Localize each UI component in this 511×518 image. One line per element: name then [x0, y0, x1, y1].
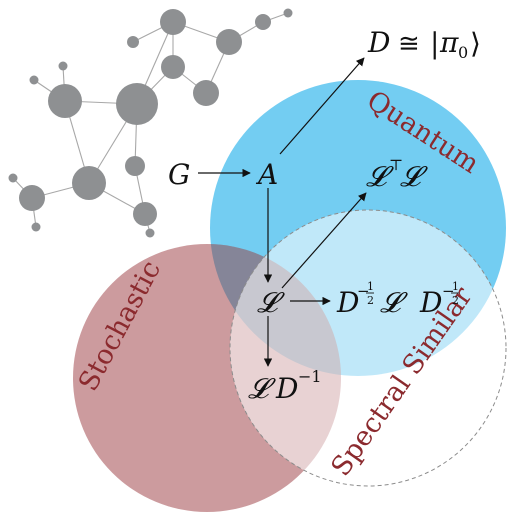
graph-node	[19, 185, 45, 211]
network-graph	[8, 8, 293, 238]
label-normalized-laplacian: D − 1 2 𝓛 D − 1 2	[336, 280, 459, 319]
graph-node	[72, 166, 106, 200]
svg-text:⊤: ⊤	[389, 156, 403, 174]
label-G: G	[168, 158, 190, 191]
svg-text:2: 2	[452, 294, 459, 307]
svg-text:π: π	[439, 26, 459, 59]
graph-node	[193, 80, 219, 106]
graph-node	[29, 75, 39, 85]
svg-text:D: D	[336, 286, 359, 319]
graph-node	[255, 14, 271, 30]
svg-text:−: −	[357, 282, 370, 300]
graph-node	[58, 61, 68, 71]
svg-text:1: 1	[452, 280, 459, 293]
arrow-A-to-Dpi	[279, 57, 365, 155]
graph-node	[48, 84, 82, 118]
svg-text:2: 2	[367, 294, 374, 307]
svg-text:|: |	[430, 27, 439, 60]
graph-node	[283, 8, 293, 18]
graph-node	[31, 222, 41, 232]
svg-text:−1: −1	[298, 367, 322, 386]
graph-node	[133, 202, 157, 226]
svg-text:1: 1	[367, 280, 374, 293]
label-A: A	[255, 158, 278, 191]
arrow-L-to-LTL	[281, 192, 367, 289]
svg-text:D: D	[419, 286, 442, 319]
graph-node	[161, 55, 185, 79]
svg-text:⟩: ⟩	[470, 27, 481, 60]
graph-node	[116, 83, 158, 125]
venn-sets	[73, 80, 507, 512]
arrows	[198, 57, 367, 367]
spectral-similar-set	[230, 210, 506, 486]
graph-node	[125, 156, 145, 176]
label-D-cong-pi: D ≅ | π 0 ⟩	[367, 26, 481, 62]
graph-node	[145, 228, 155, 238]
svg-text:−: −	[442, 282, 455, 300]
svg-text:≅: ≅	[398, 29, 420, 59]
svg-text:D: D	[367, 26, 390, 59]
graph-node	[160, 9, 186, 35]
graph-node	[8, 173, 18, 183]
graph-node	[127, 36, 139, 48]
svg-text:D: D	[275, 372, 298, 405]
svg-text:0: 0	[458, 43, 468, 62]
graph-node	[216, 29, 242, 55]
